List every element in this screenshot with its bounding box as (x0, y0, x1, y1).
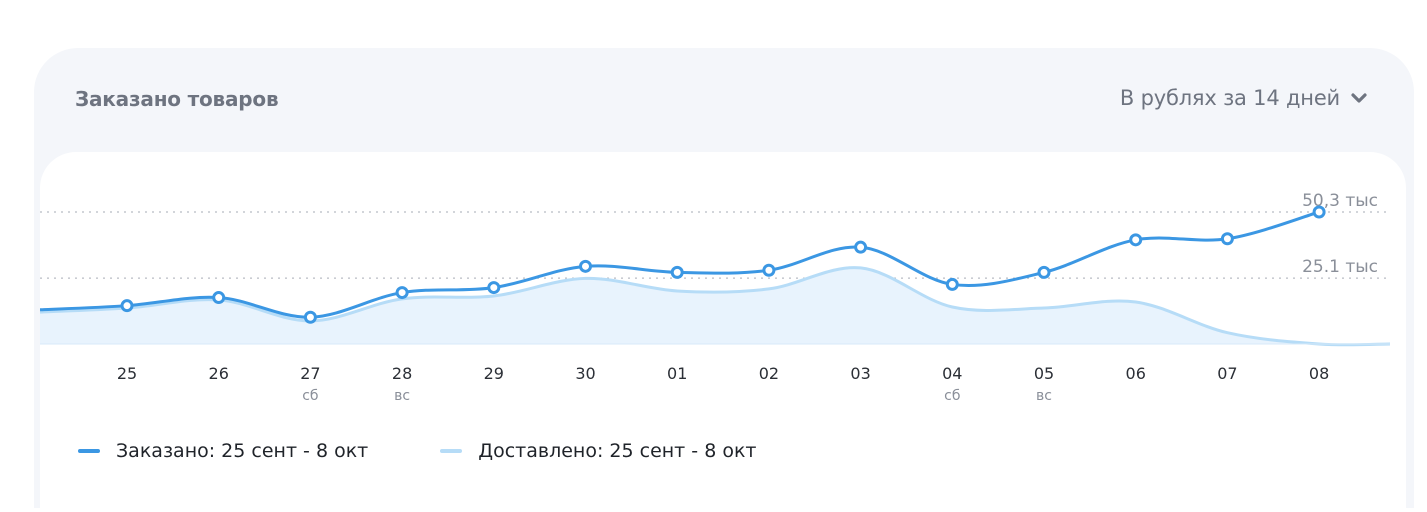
data-point-ordered (670, 265, 684, 279)
x-tick-label: 06 (1126, 364, 1146, 383)
x-tick-label: 26 (209, 364, 229, 383)
legend-item-delivered[interactable]: Доставлено: 25 сент - 8 окт (440, 440, 756, 462)
x-tick-label: 04 (942, 364, 962, 383)
reference-label-1: 25.1 тыс (1302, 257, 1378, 277)
legend-label-delivered: Доставлено: 25 сент - 8 окт (478, 440, 757, 462)
x-tick-weekday: вс (394, 388, 410, 404)
period-dropdown[interactable]: В рублях за 14 дней (1120, 86, 1370, 110)
legend-label-ordered: Заказано: 25 сент - 8 окт (116, 440, 369, 462)
period-label: В рублях за 14 дней (1119, 86, 1340, 110)
chart-panel: 50,3 тыс 25.1 тыс 25 26 27 сб 28 вс 29 30 01 02 03 04… (40, 152, 1406, 512)
legend: Заказано: 25 сент - 8 окт Доставлено: 25… (78, 440, 828, 462)
x-tick-label: 29 (484, 364, 504, 383)
x-tick-label: 25 (117, 364, 137, 383)
data-point-ordered (1220, 232, 1234, 246)
data-point-ordered (579, 259, 592, 273)
x-tick-label: 02 (759, 364, 779, 383)
delivered-area (40, 267, 1390, 345)
data-point-ordered (1312, 205, 1326, 219)
x-tick-weekday: сб (944, 388, 960, 404)
data-point-ordered (303, 310, 317, 324)
data-point-ordered (395, 286, 409, 300)
data-point-ordered (1129, 233, 1143, 247)
data-point-ordered (854, 240, 868, 254)
legend-swatch-delivered (440, 449, 463, 453)
series-line-delivered (40, 266, 1391, 347)
x-tick-label: 07 (1217, 364, 1237, 383)
x-tick-label: 05 (1034, 364, 1054, 383)
data-point-ordered (945, 277, 959, 291)
data-point-ordered (1037, 265, 1051, 279)
x-tick-label: 30 (575, 364, 595, 383)
x-tick-label: 28 (392, 364, 412, 383)
x-tick-weekday: сб (302, 388, 318, 404)
line-chart: 50,3 тыс 25.1 тыс 25 26 27 сб 28 вс 29 30 01 02 03 04… (40, 191, 1391, 404)
chevron-down-icon (1351, 93, 1367, 103)
data-point-ordered (212, 291, 226, 305)
data-point-ordered (120, 299, 134, 313)
x-tick-label: 08 (1309, 364, 1329, 383)
legend-item-ordered[interactable]: Заказано: 25 сент - 8 окт (78, 440, 368, 462)
legend-swatch-ordered (78, 449, 100, 453)
card-title: Заказано товаров (75, 87, 279, 111)
data-point-ordered (487, 281, 501, 295)
data-point-ordered (762, 263, 776, 277)
x-tick-label: 03 (850, 364, 870, 383)
x-tick-weekday: вс (1036, 388, 1052, 404)
x-tick-label: 01 (667, 364, 687, 383)
x-tick-label: 27 (300, 364, 320, 383)
reference-label-0: 50,3 тыс (1302, 191, 1378, 211)
